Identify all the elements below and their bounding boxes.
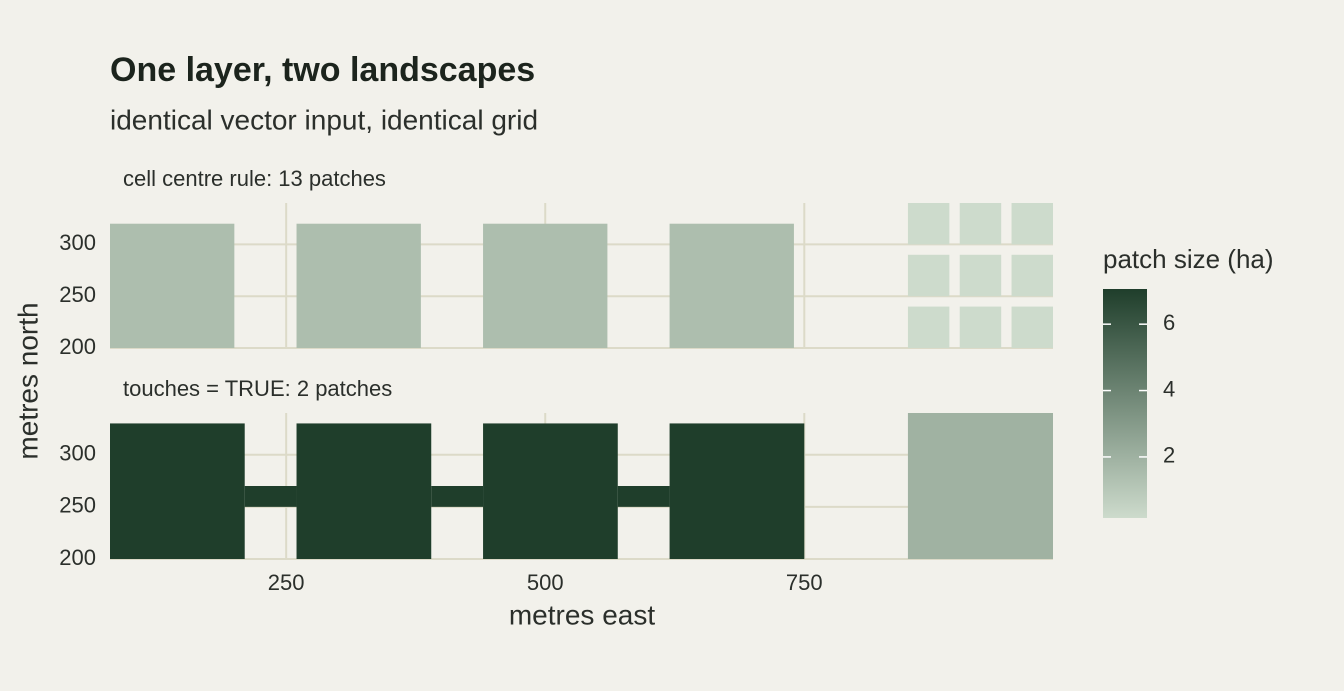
patch-cell — [110, 223, 235, 348]
patch-cell — [483, 223, 608, 348]
patch-cell — [907, 254, 950, 297]
y-tick-label: 200 — [59, 545, 96, 570]
patch-cell — [244, 486, 297, 507]
patch-cell — [483, 423, 618, 559]
patch-cell — [296, 423, 432, 559]
patch-cell — [1011, 254, 1053, 297]
patch-cell — [1011, 306, 1053, 348]
patch-cell — [431, 486, 484, 507]
patch-cell — [907, 413, 1053, 559]
x-tick-label: 750 — [786, 570, 823, 595]
facet-title: touches = TRUE: 2 patches — [123, 376, 392, 401]
x-tick-label: 250 — [268, 570, 305, 595]
y-tick-label: 200 — [59, 334, 96, 359]
patch-cell — [296, 223, 421, 348]
patch-cell — [669, 223, 794, 348]
patch-cell — [959, 254, 1002, 297]
patch-cell — [959, 203, 1002, 245]
x-tick-label: 500 — [527, 570, 564, 595]
y-tick-label: 250 — [59, 493, 96, 518]
x-axis-title: metres east — [509, 599, 655, 630]
y-tick-label: 300 — [59, 441, 96, 466]
y-axis-title: metres north — [12, 302, 43, 459]
legend-tick-label: 2 — [1163, 443, 1175, 468]
legend-tick-label: 4 — [1163, 376, 1175, 401]
legend-title: patch size (ha) — [1103, 244, 1274, 274]
y-tick-label: 300 — [59, 230, 96, 255]
chart-subtitle: identical vector input, identical grid — [110, 104, 538, 135]
patch-cell — [907, 306, 950, 348]
legend-tick-label: 6 — [1163, 310, 1175, 335]
patch-cell — [907, 203, 950, 245]
patch-cell — [110, 423, 245, 559]
patch-cell — [617, 486, 670, 507]
patch-cell — [959, 306, 1002, 348]
patch-cell — [669, 423, 805, 559]
y-tick-label: 250 — [59, 282, 96, 307]
colorbar — [1103, 289, 1147, 518]
chart-title: One layer, two landscapes — [110, 51, 535, 89]
patch-cell — [1011, 203, 1053, 245]
facet-title: cell centre rule: 13 patches — [123, 166, 386, 191]
